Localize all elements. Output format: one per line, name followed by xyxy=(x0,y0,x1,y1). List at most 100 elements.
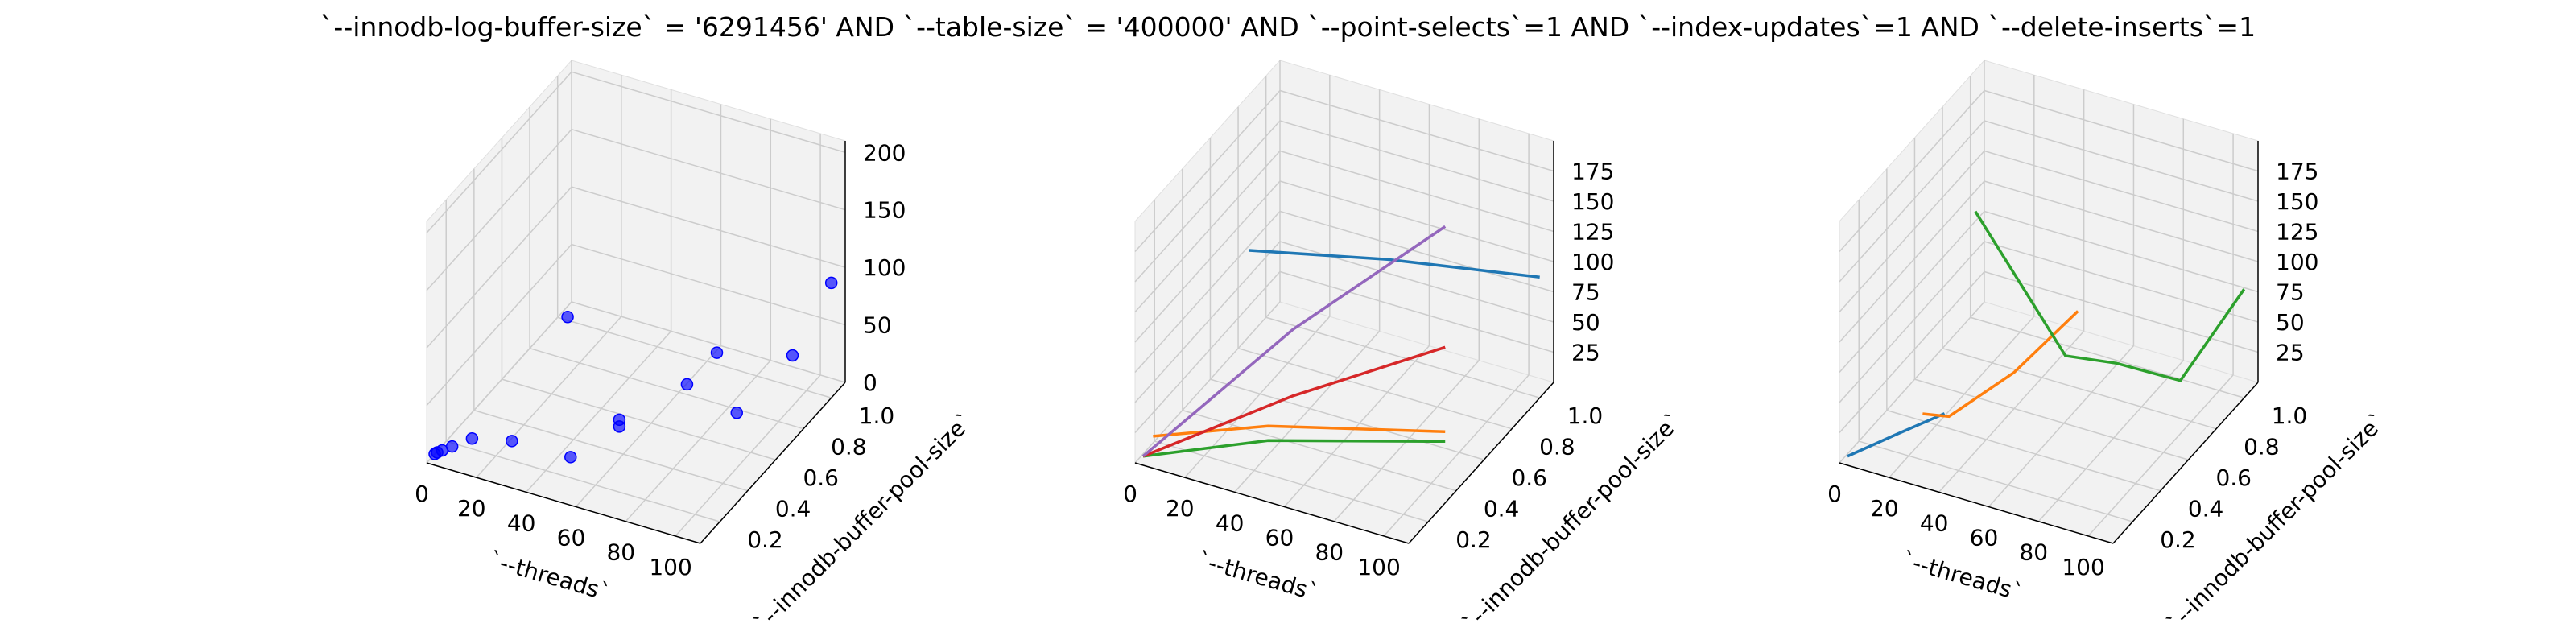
scatter-point xyxy=(730,406,743,419)
y-tick-label: 0.2 xyxy=(1455,526,1492,553)
scatter-point xyxy=(786,349,799,362)
gridline-y-floor xyxy=(1970,316,2244,398)
y-tick-label: 1.0 xyxy=(859,402,895,429)
x-axis-label: `--threads` xyxy=(1195,547,1322,606)
scatter-point xyxy=(564,451,577,464)
gridline-y-floor xyxy=(557,316,832,398)
series-line-3 xyxy=(1142,439,1446,458)
z-tick-label: 100 xyxy=(863,254,906,281)
gridline-y-floor xyxy=(473,409,749,492)
z-tick-label: 175 xyxy=(2276,159,2318,185)
y-tick-label: 0.6 xyxy=(2215,464,2252,491)
x-tick-label: 80 xyxy=(2019,539,2048,566)
series-line-2 xyxy=(1153,424,1446,438)
z-tick-label: 0 xyxy=(863,369,877,396)
gridline-x-floor xyxy=(1234,330,1381,493)
scatter-3d-plot: 0 20 40 60 80 100 0.2 0.4 0.6 0.8 1.0 0 50 100 150 200 `… xyxy=(415,59,979,637)
gridline-x-floor xyxy=(1283,345,1430,508)
z-tick-label: 25 xyxy=(2276,340,2305,366)
gridline-z-side xyxy=(426,301,572,464)
y-axis-line xyxy=(1408,382,1554,544)
gridline-z-side xyxy=(426,244,572,407)
gridline-z-back xyxy=(571,186,846,268)
y-tick-label: 0.6 xyxy=(1511,464,1547,491)
series-line-1 xyxy=(1847,412,1946,458)
gridline-z-back xyxy=(571,243,846,326)
y-tick-label: 1.0 xyxy=(2272,402,2308,429)
scatter-point xyxy=(561,311,574,324)
scatter-point xyxy=(710,346,724,359)
gridline-z-back xyxy=(1279,270,1554,353)
gridline-z-back xyxy=(1984,270,2259,353)
gridline-z-back xyxy=(1984,210,2259,293)
gridline-z-back xyxy=(1984,180,2259,262)
gridline-z-side xyxy=(426,129,572,291)
x-tick-label: 80 xyxy=(606,539,635,566)
x-tick-label: 100 xyxy=(2062,554,2104,580)
x-tick-label: 100 xyxy=(649,554,691,580)
line-3d-plot-a: 0 20 40 60 80 100 0.2 0.4 0.6 0.8 1.0 25 50 75 100 125 1… xyxy=(1123,59,1687,637)
gridline-z-side xyxy=(1839,210,1985,374)
gridline-x-floor xyxy=(2037,360,2184,522)
z-tick-label: 50 xyxy=(1571,309,1600,336)
line-3d-plot-b: 0 20 40 60 80 100 0.2 0.4 0.6 0.8 1.0 25 50 75 100 125 1… xyxy=(1827,59,2392,637)
gridline-x-floor xyxy=(675,374,821,537)
gridline-z-side xyxy=(1134,210,1281,374)
gridline-z-side xyxy=(1839,270,1985,434)
gridline-x-floor xyxy=(1383,374,1530,537)
gridline-y-floor xyxy=(1154,440,1429,522)
y-tick-label: 0.2 xyxy=(2160,526,2196,553)
gridline-z-side xyxy=(1134,150,1281,313)
gridline-z-side xyxy=(1134,241,1281,403)
gridline-y-floor xyxy=(446,440,720,522)
series-line-4 xyxy=(1142,345,1446,458)
gridline-z-back xyxy=(1279,210,1554,293)
z-tick-label: 50 xyxy=(863,312,892,339)
gridline-z-back xyxy=(1984,150,2259,233)
gridline-y-floor xyxy=(1859,440,2133,522)
gridline-z-side xyxy=(1839,150,1985,313)
scatter-point xyxy=(680,378,694,391)
gridline-z-side xyxy=(1134,89,1281,253)
y-tick-label: 0.8 xyxy=(831,434,867,460)
gridline-x-floor xyxy=(1938,330,2085,493)
gridline-x-floor xyxy=(1889,316,2035,478)
x-tick-label: 40 xyxy=(1920,510,1949,536)
z-tick-label: 150 xyxy=(1571,188,1614,215)
gridline-x-floor xyxy=(526,330,672,493)
gridline-y-floor xyxy=(1182,409,1457,492)
z-tick-label: 150 xyxy=(2276,188,2318,215)
y-tick-label: 0.4 xyxy=(1484,496,1520,522)
y-axis-line xyxy=(2112,382,2259,544)
gridline-y-floor xyxy=(529,347,804,430)
x-tick-label: 40 xyxy=(507,510,536,536)
gridline-x-floor xyxy=(1184,316,1331,478)
x-tick-label: 100 xyxy=(1357,554,1400,580)
x-tick-label: 0 xyxy=(415,481,429,507)
gridline-z-side xyxy=(1839,180,1985,343)
scatter-point xyxy=(824,276,838,290)
gridline-y-floor xyxy=(1914,378,2189,460)
scatter-point xyxy=(613,413,626,427)
z-tick-label: 175 xyxy=(1571,159,1614,185)
x-tick-label: 0 xyxy=(1123,481,1137,507)
gridline-x-floor xyxy=(1988,345,2135,508)
z-tick-label: 50 xyxy=(2276,309,2305,336)
gridline-z-back xyxy=(1984,241,2259,323)
gridline-y-floor xyxy=(1237,347,1513,430)
x-tick-label: 20 xyxy=(1870,495,1899,522)
series-line-5 xyxy=(1141,225,1447,458)
y-tick-label: 0.2 xyxy=(747,526,783,553)
z-tick-label: 125 xyxy=(2276,219,2318,246)
z-tick-label: 200 xyxy=(863,139,906,166)
x-axis-line xyxy=(1839,462,2114,544)
gridline-x-floor xyxy=(1839,301,1985,464)
gridline-y-floor xyxy=(1886,409,2161,492)
y-tick-label: 0.8 xyxy=(2244,434,2280,460)
x-tick-label: 60 xyxy=(1970,525,1999,551)
gridline-z-side xyxy=(426,186,572,349)
scatter-point xyxy=(506,435,518,448)
x-axis-label: `--threads` xyxy=(486,547,613,606)
gridline-z-back xyxy=(1279,180,1554,262)
